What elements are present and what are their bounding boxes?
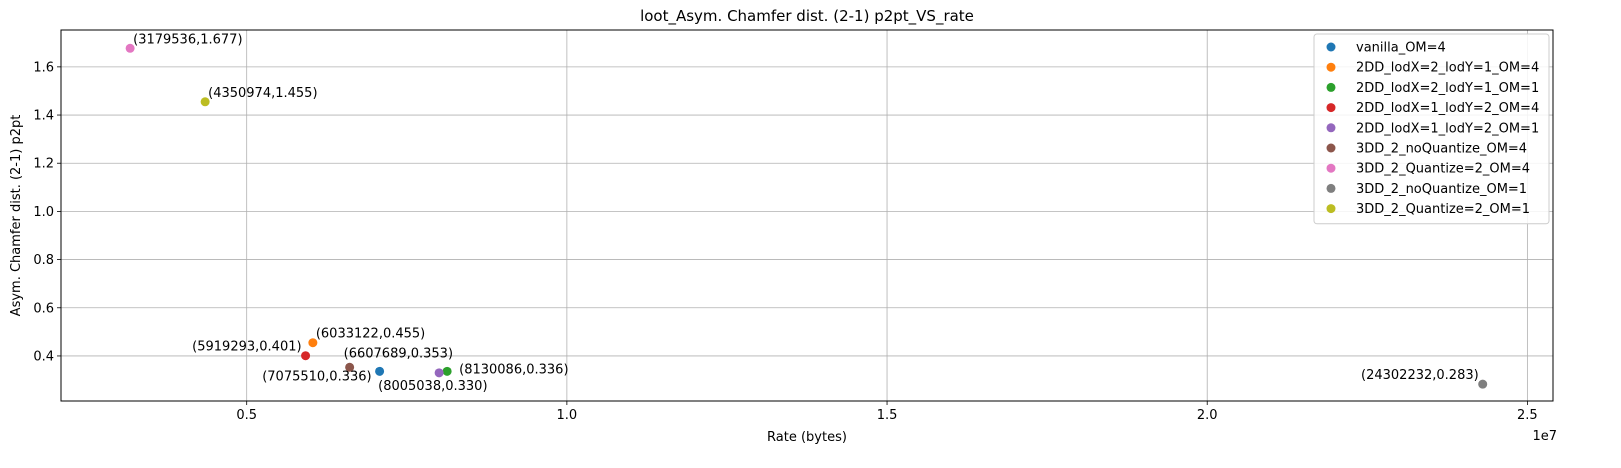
legend-marker xyxy=(1326,42,1336,52)
data-label: (6033122,0.455) xyxy=(316,327,425,342)
x-tick-label: 2.0 xyxy=(1197,408,1218,423)
x-tick-label: 1.5 xyxy=(877,408,898,423)
y-tick-label: 1.0 xyxy=(33,205,54,220)
legend-label: 2DD_lodX=2_lodY=1_OM=1 xyxy=(1356,81,1539,96)
legend-marker xyxy=(1326,103,1336,113)
data-point xyxy=(308,338,318,348)
data-point xyxy=(301,351,311,361)
legend-marker xyxy=(1326,163,1336,173)
x-axis-offset-label: 1e7 xyxy=(1532,429,1557,444)
chart-title: loot_Asym. Chamfer dist. (2-1) p2pt_VS_r… xyxy=(640,7,974,26)
x-tick-label: 0.5 xyxy=(236,408,257,423)
axis-ticks: 0.5 1.0 1.5 2.0 2.5 0.4 0.6 0.8 1.0 1.2 1.4 1.6 xyxy=(33,60,1537,423)
y-tick-label: 1.4 xyxy=(33,109,54,124)
legend-marker xyxy=(1326,143,1336,153)
data-point xyxy=(200,97,210,107)
y-tick-label: 0.6 xyxy=(33,301,54,316)
plot-frame xyxy=(60,29,1554,402)
data-label: (7075510,0.336) xyxy=(262,369,371,384)
legend-marker xyxy=(1326,183,1336,193)
y-tick-label: 0.8 xyxy=(33,253,54,268)
data-point xyxy=(434,368,444,378)
data-label: (3179536,1.677) xyxy=(133,32,242,47)
legend-label: vanilla_OM=4 xyxy=(1356,41,1446,56)
x-tick-label: 2.5 xyxy=(1517,408,1538,423)
data-label: (8005038,0.330) xyxy=(378,379,487,394)
data-label: (5919293,0.401) xyxy=(192,340,301,355)
data-label: (6607689,0.353) xyxy=(344,346,453,361)
legend-marker xyxy=(1326,123,1336,133)
legend-label: 3DD_2_noQuantize_OM=1 xyxy=(1356,182,1527,197)
y-axis-label: Asym. Chamfer dist. (2-1) p2pt xyxy=(9,115,24,317)
data-label: (8130086,0.336) xyxy=(459,362,568,377)
x-axis-label: Rate (bytes) xyxy=(767,430,847,445)
data-point xyxy=(345,362,355,372)
data-point xyxy=(125,43,135,53)
legend-items: vanilla_OM=4 2DD_lodX=2_lodY=1_OM=4 2DD_lo… xyxy=(1326,41,1539,217)
y-tick-label: 1.6 xyxy=(33,60,54,75)
legend-label: 3DD_2_Quantize=2_OM=4 xyxy=(1356,162,1530,177)
legend: vanilla_OM=4 2DD_lodX=2_lodY=1_OM=4 2DD_lo… xyxy=(1313,33,1550,225)
legend-label: 3DD_2_noQuantize_OM=4 xyxy=(1356,142,1527,157)
legend-marker xyxy=(1326,82,1336,92)
data-label: (24302232,0.283) xyxy=(1361,368,1479,383)
data-points xyxy=(125,43,1488,389)
data-point xyxy=(1478,379,1488,389)
data-label: (4350974,1.455) xyxy=(208,86,317,101)
legend-marker xyxy=(1326,62,1336,72)
legend-label: 2DD_lodX=2_lodY=1_OM=4 xyxy=(1356,61,1539,76)
legend-box xyxy=(1313,33,1550,225)
legend-label: 2DD_lodX=1_lodY=2_OM=1 xyxy=(1356,121,1539,136)
x-tick-label: 1.0 xyxy=(557,408,578,423)
data-labels: (7075510,0.336) (6033122,0.455) (8130086,0… xyxy=(133,32,1479,394)
y-tick-label: 0.4 xyxy=(33,349,54,364)
legend-marker xyxy=(1326,204,1336,214)
legend-label: 2DD_lodX=1_lodY=2_OM=4 xyxy=(1356,101,1539,116)
data-point xyxy=(442,366,452,376)
y-tick-label: 1.2 xyxy=(33,157,54,172)
legend-label: 3DD_2_Quantize=2_OM=1 xyxy=(1356,202,1530,217)
data-point xyxy=(375,366,385,376)
